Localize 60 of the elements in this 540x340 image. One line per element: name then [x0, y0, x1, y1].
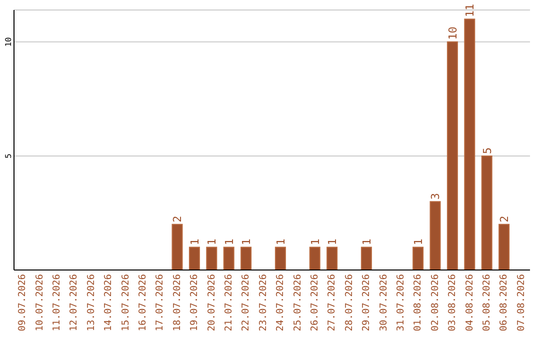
x-tick-label: 02.08.2026 [430, 274, 441, 332]
data-label: 1 [240, 238, 254, 246]
x-tick-label: 26.07.2026 [310, 274, 320, 332]
bar [430, 201, 441, 270]
data-label: 2 [498, 216, 512, 222]
x-tick-label: 01.08.2026 [412, 274, 424, 332]
data-label: 1 [308, 238, 322, 246]
data-label: 1 [188, 238, 202, 246]
data-label: 1 [412, 238, 426, 246]
x-tick-label: 25.07.2026 [292, 274, 304, 332]
bar [309, 246, 320, 270]
x-tick-label: 16.07.2026 [138, 274, 148, 332]
x-tick-label: 21.07.2026 [224, 274, 234, 332]
bar [326, 246, 338, 270]
bar [498, 224, 510, 270]
x-tick-label: 15.07.2026 [120, 274, 132, 332]
x-tick-label: 27.07.2026 [326, 274, 338, 332]
x-tick-label: 24.07.2026 [275, 274, 286, 332]
data-label: 11 [464, 4, 477, 18]
data-label: 1 [274, 238, 288, 246]
data-label: 1 [326, 238, 340, 246]
x-tick-label: 29.07.2026 [361, 274, 372, 332]
x-tick-label: 30.07.2026 [378, 274, 390, 332]
x-tick-label: 10.07.2026 [34, 274, 46, 332]
bar [274, 246, 286, 270]
bar [464, 18, 476, 270]
x-tick-label: 11.07.2026 [52, 274, 62, 332]
data-label: 1 [222, 238, 236, 246]
data-label: 5 [480, 147, 494, 154]
x-tick-label: 17.07.2026 [154, 274, 166, 332]
bar [481, 155, 492, 270]
x-tick-label: 19.07.2026 [189, 274, 200, 332]
data-label: 1 [360, 238, 374, 246]
bar [206, 246, 218, 270]
x-tick-label: 28.07.2026 [344, 274, 355, 332]
x-tick-label: 03.08.2026 [447, 274, 458, 332]
x-tick-label: 07.08.2026 [516, 274, 527, 332]
x-tick-label: 23.07.2026 [258, 274, 269, 332]
x-tick-label: 31.07.2026 [396, 274, 406, 332]
x-tick-label: 04.08.2026 [464, 274, 476, 332]
data-label: 10 [446, 26, 460, 40]
data-label: 2 [171, 216, 184, 222]
bar [240, 246, 252, 270]
x-tick-label: 06.08.2026 [498, 274, 510, 332]
x-tick-label: 05.08.2026 [482, 274, 492, 332]
x-tick-label: 09.07.2026 [17, 274, 28, 332]
x-tick-label: 22.07.2026 [240, 274, 252, 332]
bar [223, 246, 234, 270]
bar [188, 246, 200, 270]
x-tick-label: 18.07.2026 [172, 274, 183, 332]
data-label: 3 [429, 192, 442, 200]
bar [412, 246, 424, 270]
bar [446, 41, 458, 270]
bar [360, 246, 372, 270]
x-tick-label: 12.07.2026 [68, 274, 80, 332]
x-tick-label: 20.07.2026 [206, 274, 218, 332]
x-tick-label: 14.07.2026 [103, 274, 114, 332]
data-label: 1 [206, 238, 219, 246]
bar [172, 224, 183, 270]
x-tick-label: 13.07.2026 [86, 274, 97, 332]
